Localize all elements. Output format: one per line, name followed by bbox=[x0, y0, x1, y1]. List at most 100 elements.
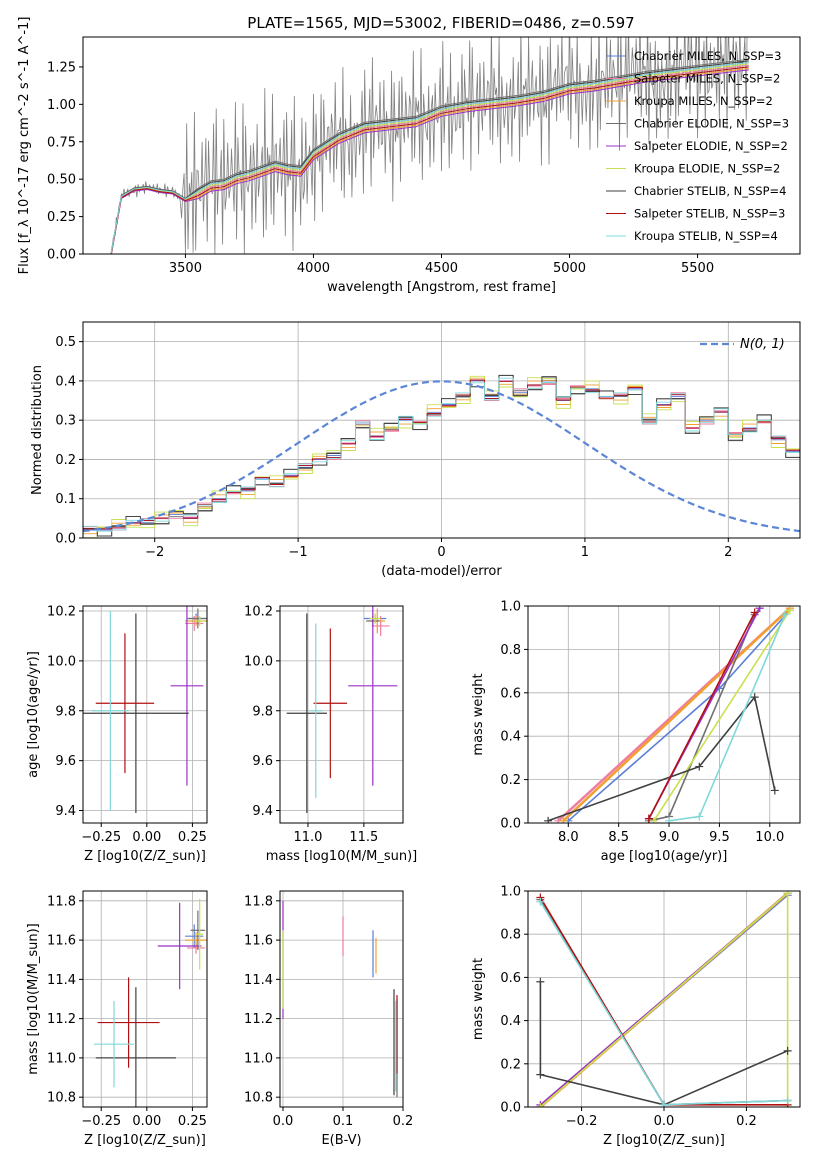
y-tick-label: 0.0 bbox=[55, 532, 76, 547]
model-line bbox=[110, 69, 749, 254]
y-tick-label: 0.50 bbox=[47, 173, 76, 188]
y-tick-label: 0.5 bbox=[55, 335, 76, 350]
x-tick-label: 10.0 bbox=[755, 830, 784, 845]
legend-label: Chabrier MILES, N_SSP=3 bbox=[634, 49, 781, 63]
x-tick-label: 0.00 bbox=[132, 1114, 161, 1129]
x-tick-label: 0.25 bbox=[178, 1114, 207, 1129]
point-marker bbox=[559, 816, 568, 823]
y-tick-label: 0.8 bbox=[500, 643, 521, 658]
plot-area bbox=[83, 606, 207, 814]
x-tick-label: −0.2 bbox=[566, 1114, 598, 1129]
y-tick-label: 0.75 bbox=[47, 135, 76, 150]
y-tick-label: 9.8 bbox=[252, 704, 273, 719]
point-marker bbox=[780, 610, 789, 619]
y-tick-label: 0.2 bbox=[500, 1057, 521, 1072]
y-tick-label: 0.0 bbox=[500, 817, 521, 832]
point-marker bbox=[785, 606, 794, 615]
x-axis-label: mass [log10(M/M_sun)] bbox=[266, 849, 418, 864]
x-axis-label: age [log10(age/yr)] bbox=[601, 849, 728, 864]
histogram-series bbox=[83, 374, 800, 537]
panel-spectrum: Chabrier MILES, N_SSP=3 Salpeter MILES, N… bbox=[17, 17, 801, 295]
x-axis-label: Z [log10(Z/Z_sun)] bbox=[84, 1133, 206, 1148]
x-tick-label: 0.2 bbox=[393, 1114, 414, 1129]
y-tick-label: 11.2 bbox=[47, 1012, 76, 1027]
axes-frame bbox=[82, 890, 208, 1108]
point-marker bbox=[783, 1096, 792, 1105]
x-tick-label: −0.25 bbox=[81, 1114, 121, 1129]
legend-label: Salpeter ELODIE, N_SSP=2 bbox=[634, 139, 788, 153]
point-marker bbox=[695, 812, 704, 821]
x-tick-label: 8.0 bbox=[558, 830, 579, 845]
y-tick-label: 9.4 bbox=[55, 804, 76, 819]
series-line bbox=[562, 607, 791, 822]
plot-area bbox=[83, 374, 800, 538]
axes-frame bbox=[279, 890, 404, 1108]
x-tick-label: 11.5 bbox=[349, 830, 378, 845]
series-line bbox=[547, 695, 776, 822]
y-tick-label: 9.4 bbox=[252, 804, 273, 819]
y-tick-label: 1.0 bbox=[500, 600, 521, 615]
y-tick-label: 11.6 bbox=[47, 934, 76, 949]
x-axis-label: Z [log10(Z/Z_sun)] bbox=[84, 849, 206, 864]
axes-frame bbox=[527, 605, 801, 824]
point-marker bbox=[660, 1100, 668, 1107]
plot-area bbox=[544, 606, 794, 823]
legend-label: Chabrier STELIB, N_SSP=4 bbox=[634, 184, 786, 198]
panel-mass_vs_ebv: 0.0 0.1 0.2 10.8 11.0 11.2 11.4 11.6 11.8 E(B-V) bbox=[244, 890, 414, 1148]
y-tick-label: 9.6 bbox=[252, 754, 273, 769]
x-tick-label: 0 bbox=[437, 545, 445, 560]
y-tick-label: 10.2 bbox=[47, 604, 76, 619]
x-axis-label: E(B-V) bbox=[321, 1133, 361, 1148]
point-marker bbox=[750, 693, 759, 702]
histogram-series bbox=[83, 377, 800, 532]
legend-label: Kroupa MILES, N_SSP=2 bbox=[634, 94, 773, 108]
x-tick-label: 0.25 bbox=[178, 830, 207, 845]
y-tick-label: 11.4 bbox=[244, 973, 273, 988]
x-tick-label: 4500 bbox=[425, 261, 458, 276]
y-tick-label: 0.00 bbox=[47, 248, 76, 263]
axes-frame bbox=[82, 605, 208, 824]
y-tick-label: 1.0 bbox=[500, 885, 521, 900]
model-line bbox=[110, 61, 749, 254]
legend-label: N(0, 1) bbox=[740, 337, 785, 352]
point-marker bbox=[536, 1103, 545, 1107]
point-marker bbox=[750, 608, 759, 617]
histogram-series bbox=[83, 375, 800, 537]
y-tick-label: 10.2 bbox=[244, 604, 273, 619]
series-line bbox=[539, 981, 788, 1106]
y-tick-label: 11.2 bbox=[244, 1012, 273, 1027]
x-tick-label: 4000 bbox=[297, 261, 330, 276]
panel-residuals: N(0, 1) −2 −1 0 1 2 0.0 0.1 0.2 0.3 0.4 0.5 (data-mo… bbox=[30, 321, 801, 579]
y-tick-label: 0.1 bbox=[55, 492, 76, 507]
y-tick-label: 0.2 bbox=[500, 773, 521, 788]
y-axis-label: mass [log10(M/M_sun)] bbox=[26, 923, 41, 1075]
histogram-series bbox=[83, 379, 800, 530]
x-tick-label: 0.1 bbox=[333, 1114, 354, 1129]
x-tick-label: 11.0 bbox=[293, 830, 322, 845]
y-axis-label: age [log10(age/yr)] bbox=[26, 651, 41, 778]
legend-label: Salpeter STELIB, N_SSP=3 bbox=[634, 207, 785, 221]
y-axis-label: Flux [f_λ 10^-17 erg cm^-2 s^-1 A^-1] bbox=[17, 17, 32, 275]
y-axis-label: mass weight bbox=[471, 673, 486, 755]
y-tick-label: 0.4 bbox=[500, 1014, 521, 1029]
y-tick-label: 0.4 bbox=[500, 730, 521, 745]
x-tick-label: 9.5 bbox=[709, 830, 730, 845]
y-tick-label: 11.0 bbox=[244, 1051, 273, 1066]
y-tick-label: 10.8 bbox=[244, 1091, 273, 1106]
panel-massweight_vs_age: 8.0 8.5 9.0 9.5 10.0 0.0 0.2 0.4 0.6 0.8 1.0 age [l… bbox=[471, 600, 801, 864]
x-tick-label: 3500 bbox=[169, 261, 202, 276]
panel-age_vs_mass: 11.0 11.5 9.4 9.6 9.8 10.0 10.2 mass [log10(M/M… bbox=[244, 604, 418, 864]
plot-area bbox=[110, 37, 749, 254]
y-tick-label: 11.8 bbox=[244, 894, 273, 909]
series-line bbox=[648, 612, 756, 820]
y-tick-label: 0.2 bbox=[55, 453, 76, 468]
point-marker bbox=[536, 977, 545, 986]
plot-area bbox=[286, 606, 398, 814]
point-marker bbox=[783, 1046, 792, 1055]
point-marker bbox=[536, 897, 545, 906]
histogram-series bbox=[83, 379, 800, 531]
point-marker bbox=[755, 606, 764, 613]
plot-area bbox=[282, 900, 398, 1098]
plot-area bbox=[93, 898, 207, 1107]
y-tick-label: 0.6 bbox=[500, 971, 521, 986]
